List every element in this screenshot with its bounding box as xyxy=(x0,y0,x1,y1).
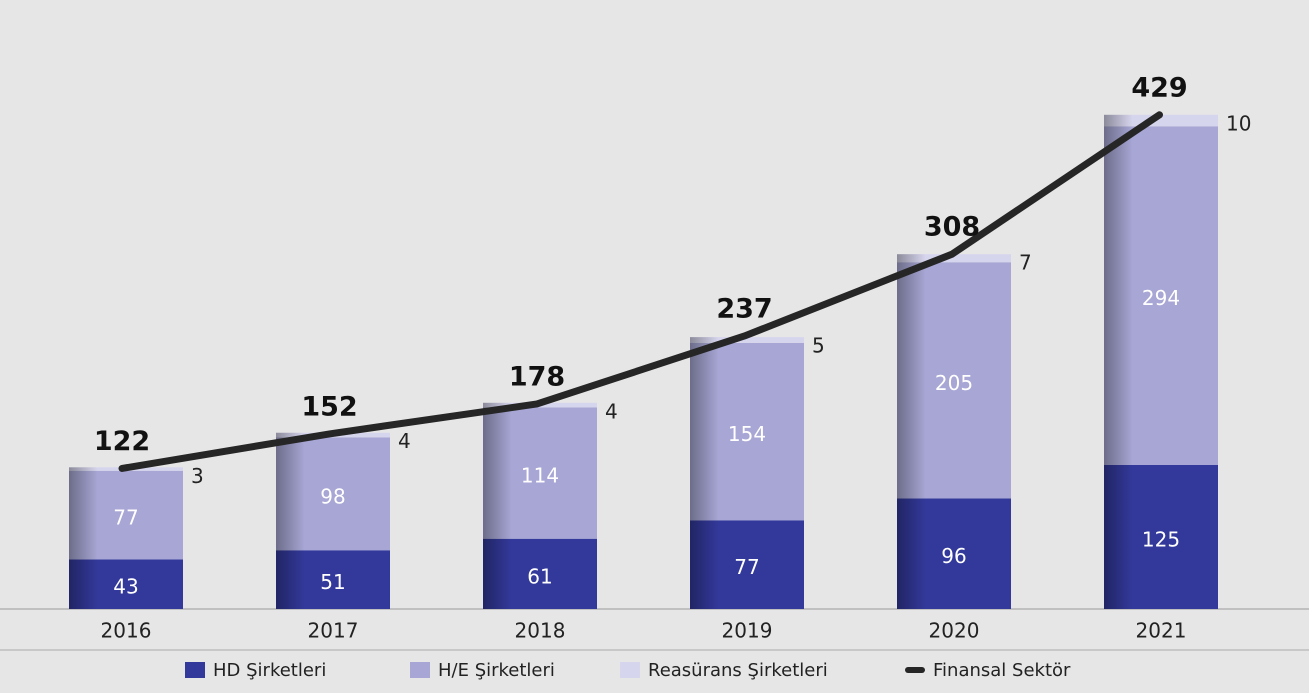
x-tick-label: 2021 xyxy=(1136,619,1187,643)
legend-swatch xyxy=(620,662,640,678)
legend-label: HD Şirketleri xyxy=(213,660,326,681)
x-tick-label: 2017 xyxy=(308,619,359,643)
bar-shade xyxy=(690,337,804,609)
total-label: 122 xyxy=(94,426,150,457)
total-label: 152 xyxy=(301,391,357,422)
data-label: 3 xyxy=(191,464,204,488)
total-label: 429 xyxy=(1131,72,1187,103)
legend-label: Reasürans Şirketleri xyxy=(648,660,828,681)
x-tick-label: 2018 xyxy=(515,619,566,643)
data-label: 4 xyxy=(605,399,618,423)
x-tick-label: 2020 xyxy=(929,619,980,643)
data-label: 7 xyxy=(1019,251,1032,275)
bar-shade xyxy=(1104,114,1218,610)
legend-label: Finansal Sektör xyxy=(933,660,1071,681)
x-tick-label: 2016 xyxy=(101,619,152,643)
legend-swatch xyxy=(905,667,925,673)
bar-shade xyxy=(483,402,597,609)
legend-label: H/E Şirketleri xyxy=(438,660,555,681)
total-label: 237 xyxy=(716,293,772,324)
x-tick-label: 2019 xyxy=(722,619,773,643)
bar-shade xyxy=(897,254,1011,609)
data-label: 4 xyxy=(398,429,411,453)
total-label: 308 xyxy=(924,212,980,243)
bar-shade xyxy=(69,467,183,609)
line xyxy=(118,111,1163,472)
data-label: 5 xyxy=(812,334,825,358)
data-label: 10 xyxy=(1226,111,1251,135)
legend-swatch xyxy=(185,662,205,678)
bar-shade xyxy=(276,432,390,609)
legend-swatch xyxy=(410,662,430,678)
total-label: 178 xyxy=(509,361,565,392)
